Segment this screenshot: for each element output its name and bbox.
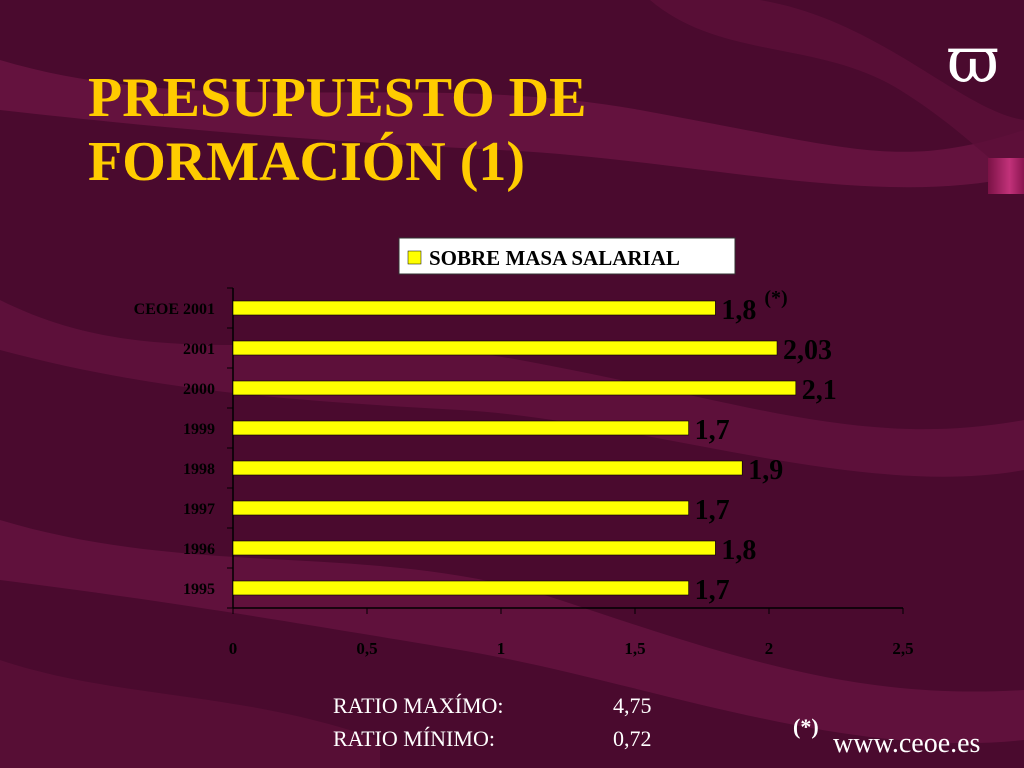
ratio-block: RATIO MAXÍMO: 4,75 RATIO MÍNIMO: 0,72: [333, 689, 652, 755]
footnote-marker: (*): [793, 714, 819, 739]
website-url[interactable]: www.ceoe.es: [833, 728, 981, 759]
category-label: 1998: [183, 461, 215, 478]
data-label: 2,1: [802, 375, 837, 406]
ratio-max-row: RATIO MAXÍMO: 4,75: [333, 689, 652, 722]
x-tick-label: 2: [765, 639, 774, 658]
accent-bar: [988, 158, 1024, 194]
data-label: 1,7: [695, 575, 730, 606]
bar: [232, 300, 716, 316]
x-tick-label: 1: [497, 639, 506, 658]
x-tick-label: 0: [229, 639, 238, 658]
ratio-min-value: 0,72: [613, 726, 652, 751]
x-tick-label: 1,5: [624, 639, 645, 658]
chart-legend: SOBRE MASA SALARIAL: [398, 237, 736, 275]
category-label: 2001: [183, 341, 215, 358]
category-label: 1997: [183, 501, 215, 518]
svg-text:ϖ: ϖ: [947, 30, 999, 98]
bar: [232, 540, 716, 556]
category-label: CEOE 2001: [134, 301, 215, 318]
category-label: 1999: [183, 421, 215, 438]
bar: [232, 340, 778, 356]
bar: [232, 500, 689, 516]
data-label: 1,9: [748, 455, 783, 486]
data-label: 2,03: [783, 335, 832, 366]
x-tick-label: 0,5: [356, 639, 377, 658]
ratio-min-label: RATIO MÍNIMO:: [333, 726, 495, 751]
bar: [232, 380, 797, 396]
ceoe-logo-icon: ϖ: [947, 30, 999, 98]
category-label: 1995: [183, 581, 215, 598]
ratio-max-label: RATIO MAXÍMO:: [333, 693, 504, 718]
data-label: 1,8: [721, 535, 756, 566]
annotation-label: (*): [764, 287, 787, 309]
bar: [232, 420, 689, 436]
ratio-min-row: RATIO MÍNIMO: 0,72: [333, 722, 652, 755]
bar: [232, 580, 689, 596]
title-line-2: FORMACIÓN (1): [88, 131, 526, 193]
page-title: PRESUPUESTO DE FORMACIÓN (1): [88, 66, 586, 194]
data-label: 1,7: [695, 415, 730, 446]
legend-label: SOBRE MASA SALARIAL: [429, 246, 680, 270]
title-line-1: PRESUPUESTO DE: [88, 67, 587, 129]
category-label: 2000: [183, 381, 215, 398]
ratio-max-value: 4,75: [613, 693, 652, 718]
x-tick-label: 2,5: [892, 639, 913, 658]
data-label: 1,7: [695, 495, 730, 526]
category-label: 1996: [183, 541, 215, 558]
legend-swatch: [407, 250, 422, 265]
bar: [232, 460, 743, 476]
plot-area: 0 0,5 1 1,5 2 2,5 CEOE 2001 1,8 (*) 2001 2,03 2000 2…: [134, 287, 914, 658]
data-label: 1,8: [721, 295, 756, 326]
